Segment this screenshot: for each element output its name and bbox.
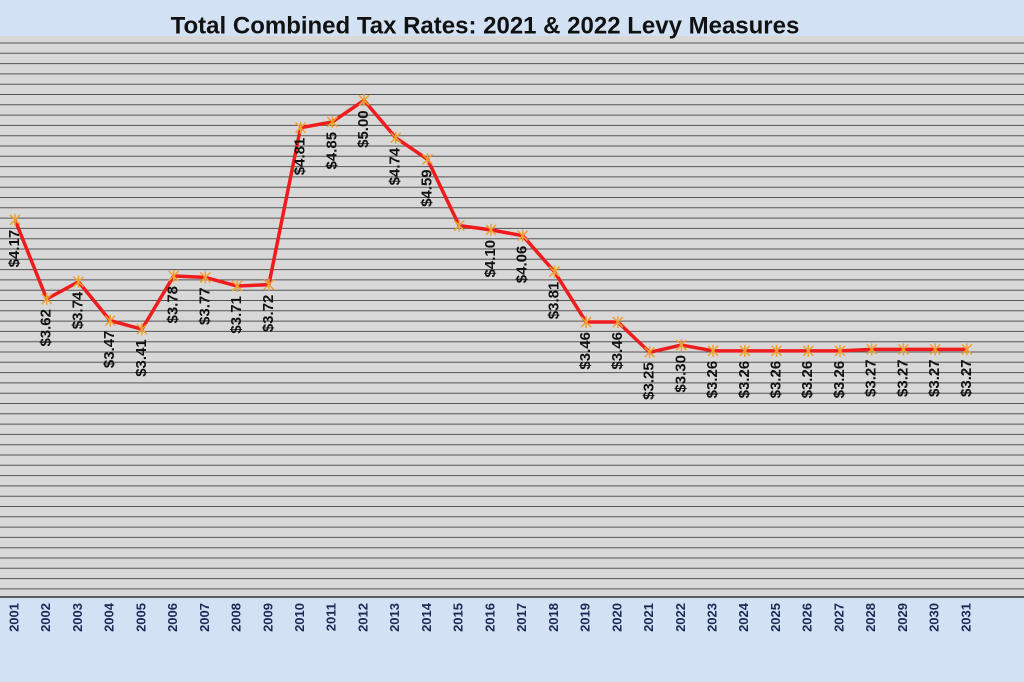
data-label: $4.17: [6, 230, 23, 268]
data-label: $3.41: [133, 339, 150, 377]
x-tick-label: 2012: [355, 603, 370, 632]
marker: [421, 153, 434, 166]
data-label: $3.27: [863, 359, 880, 397]
x-tick-label: 2023: [704, 603, 719, 632]
x-tick-label: 2024: [736, 602, 751, 632]
marker: [897, 343, 909, 356]
data-label: $3.26: [736, 361, 753, 399]
x-tick-label: 2018: [546, 603, 561, 632]
x-tick-label: 2014: [419, 602, 434, 632]
data-label: $3.30: [672, 355, 689, 393]
data-label: $4.81: [292, 138, 309, 176]
data-label: $4.06: [514, 246, 531, 284]
x-tick-label: 2001: [6, 603, 21, 632]
x-tick-label: 2015: [451, 603, 466, 632]
data-label: $3.47: [101, 331, 118, 369]
x-tick-label: 2011: [324, 603, 339, 631]
marker: [41, 293, 53, 306]
x-tick-label: 2028: [863, 603, 878, 632]
x-tick-label: 2003: [70, 603, 85, 632]
marker: [739, 344, 751, 357]
x-tick-label: 2029: [895, 603, 910, 632]
x-tick-label: 2016: [482, 603, 497, 632]
x-tick-label: 2009: [260, 603, 275, 632]
marker: [390, 131, 402, 144]
plot-area: [0, 36, 1024, 598]
marker: [72, 275, 84, 288]
marker: [707, 344, 719, 357]
marker: [675, 339, 687, 352]
marker: [929, 343, 941, 356]
marker: [199, 271, 211, 284]
x-tick-label: 2027: [831, 603, 846, 632]
marker: [548, 265, 560, 278]
x-tick-label: 2021: [641, 603, 656, 632]
x-tick-label: 2005: [133, 603, 148, 632]
data-label: $3.46: [577, 332, 594, 370]
data-label: $3.74: [69, 291, 86, 329]
marker: [866, 343, 878, 356]
x-tick-label: 2002: [38, 603, 53, 632]
data-label: $3.72: [260, 295, 277, 333]
marker: [9, 213, 21, 226]
data-label: $5.00: [355, 110, 372, 148]
data-label: $4.74: [387, 147, 404, 185]
x-tick-label: 2007: [197, 603, 212, 632]
x-tick-label: 2031: [958, 603, 973, 632]
marker: [612, 316, 624, 329]
x-tick-label: 2006: [165, 603, 180, 632]
x-tick-label: 2025: [768, 603, 783, 632]
marker: [168, 269, 180, 282]
marker: [358, 94, 370, 107]
marker: [770, 344, 783, 357]
marker: [802, 344, 814, 357]
marker: [580, 316, 592, 329]
data-label: $3.26: [799, 361, 816, 399]
data-label: $3.27: [926, 359, 943, 397]
chart-title: Total Combined Tax Rates: 2021 & 2022 Le…: [171, 12, 800, 39]
x-tick-label: 2017: [514, 603, 529, 632]
data-label: $3.27: [894, 359, 911, 397]
x-tick-label: 2026: [800, 603, 815, 632]
data-label: $3.46: [609, 332, 626, 370]
x-tick-label: 2019: [578, 603, 593, 632]
data-label: $4.85: [323, 132, 340, 170]
marker: [104, 314, 116, 327]
data-label: $3.62: [38, 309, 55, 347]
marker: [263, 278, 275, 291]
x-tick-label: 2030: [927, 603, 942, 632]
marker: [485, 223, 497, 236]
marker: [136, 323, 148, 336]
marker: [834, 344, 846, 357]
data-label: $4.59: [418, 169, 435, 207]
x-tick-label: 2004: [102, 602, 117, 632]
marker: [326, 115, 338, 128]
data-label: $3.25: [641, 362, 658, 400]
marker: [231, 280, 243, 293]
data-label: $3.71: [228, 296, 245, 334]
marker: [453, 219, 465, 232]
data-label: $3.26: [767, 361, 784, 399]
x-tick-label: 2022: [673, 603, 688, 632]
data-label: $3.27: [958, 359, 975, 397]
marker: [961, 343, 973, 356]
x-tick-label: 2020: [609, 603, 624, 632]
data-label: $3.78: [165, 286, 182, 324]
data-label: $3.77: [196, 287, 213, 325]
x-tick-label: 2013: [387, 603, 402, 632]
marker: [517, 229, 529, 242]
marker: [644, 346, 656, 359]
data-label: $3.26: [831, 361, 848, 399]
data-label: $3.26: [704, 361, 721, 399]
x-tick-label: 2010: [292, 603, 307, 632]
x-tick-label: 2008: [229, 603, 244, 632]
marker: [295, 121, 307, 134]
data-label: $4.10: [482, 240, 499, 278]
data-label: $3.81: [545, 282, 562, 320]
